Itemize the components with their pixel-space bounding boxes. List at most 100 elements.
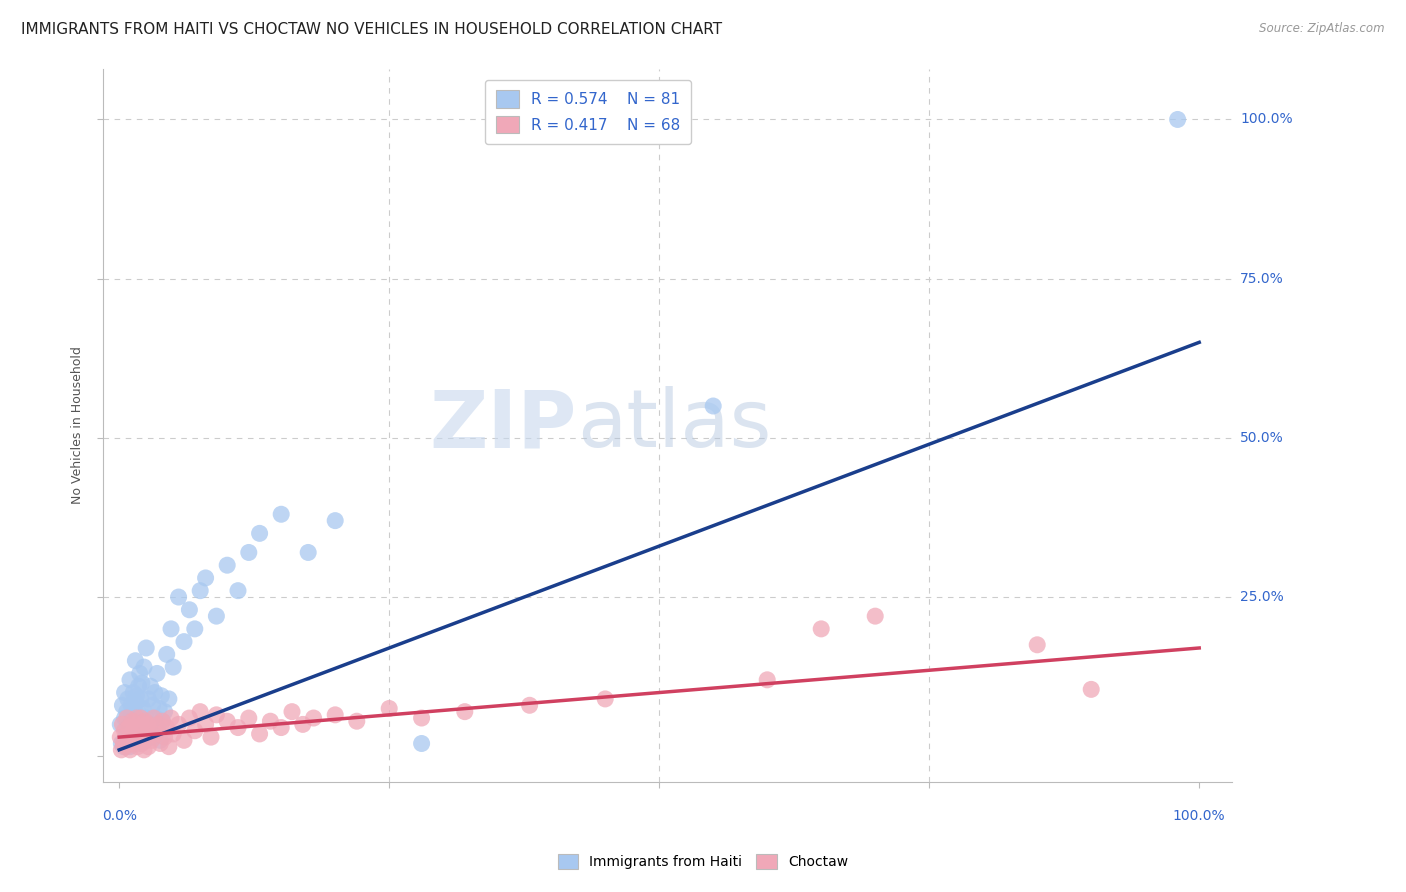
Point xyxy=(129,711,152,725)
Point xyxy=(114,739,136,754)
Point xyxy=(145,711,167,725)
Point xyxy=(132,660,155,674)
Point xyxy=(702,399,724,413)
Point xyxy=(141,717,163,731)
Point xyxy=(160,711,183,725)
Point xyxy=(124,737,146,751)
Point xyxy=(124,654,146,668)
Point xyxy=(157,692,180,706)
Point xyxy=(132,701,155,715)
Point xyxy=(179,711,201,725)
Point xyxy=(138,723,160,738)
Point xyxy=(142,698,165,713)
Point xyxy=(127,739,149,754)
Point xyxy=(132,727,155,741)
Point xyxy=(810,622,832,636)
Point xyxy=(184,723,207,738)
Point xyxy=(281,705,304,719)
Text: 25.0%: 25.0% xyxy=(1240,590,1284,604)
Point xyxy=(128,666,150,681)
Point xyxy=(259,714,281,729)
Point xyxy=(110,743,132,757)
Legend: Immigrants from Haiti, Choctaw: Immigrants from Haiti, Choctaw xyxy=(551,847,855,876)
Point xyxy=(134,733,156,747)
Point xyxy=(120,727,142,741)
Point xyxy=(134,714,156,729)
Point xyxy=(150,714,173,729)
Point xyxy=(122,737,145,751)
Text: ZIP: ZIP xyxy=(430,386,576,464)
Point xyxy=(118,723,141,738)
Point xyxy=(118,743,141,757)
Point xyxy=(593,692,616,706)
Text: atlas: atlas xyxy=(576,386,772,464)
Point xyxy=(217,558,239,573)
Point xyxy=(302,711,325,725)
Point xyxy=(118,673,141,687)
Point xyxy=(110,737,132,751)
Point xyxy=(138,723,160,738)
Point xyxy=(110,717,132,731)
Point xyxy=(121,707,143,722)
Point xyxy=(756,673,779,687)
Point xyxy=(173,733,195,747)
Point xyxy=(124,721,146,735)
Point xyxy=(1167,112,1189,127)
Point xyxy=(121,714,143,729)
Point xyxy=(150,689,173,703)
Point xyxy=(127,705,149,719)
Point xyxy=(454,705,477,719)
Point xyxy=(132,721,155,735)
Point xyxy=(132,743,155,757)
Point xyxy=(188,705,211,719)
Point xyxy=(124,701,146,715)
Point xyxy=(129,737,152,751)
Point xyxy=(226,721,249,735)
Point xyxy=(124,730,146,744)
Text: 75.0%: 75.0% xyxy=(1240,272,1284,285)
Point xyxy=(173,634,195,648)
Point xyxy=(138,692,160,706)
Point xyxy=(226,583,249,598)
Point xyxy=(118,721,141,735)
Point xyxy=(411,737,433,751)
Point xyxy=(146,721,169,735)
Point xyxy=(411,711,433,725)
Point xyxy=(114,730,136,744)
Point xyxy=(132,714,155,729)
Point xyxy=(143,685,166,699)
Point xyxy=(149,737,172,751)
Point xyxy=(270,508,292,522)
Point xyxy=(217,714,239,729)
Point xyxy=(115,711,138,725)
Point xyxy=(139,679,162,693)
Point xyxy=(111,717,134,731)
Point xyxy=(129,692,152,706)
Point xyxy=(167,590,190,604)
Point xyxy=(160,622,183,636)
Point xyxy=(162,660,184,674)
Point xyxy=(128,679,150,693)
Point xyxy=(157,739,180,754)
Point xyxy=(124,695,146,709)
Point xyxy=(146,666,169,681)
Point xyxy=(110,730,132,744)
Point xyxy=(1080,682,1102,697)
Point xyxy=(128,723,150,738)
Point xyxy=(131,676,153,690)
Point xyxy=(156,721,179,735)
Point xyxy=(128,717,150,731)
Point xyxy=(141,733,163,747)
Y-axis label: No Vehicles in Household: No Vehicles in Household xyxy=(72,346,84,504)
Point xyxy=(117,733,139,747)
Point xyxy=(145,727,167,741)
Point xyxy=(114,711,136,725)
Point xyxy=(323,514,346,528)
Point xyxy=(115,705,138,719)
Point xyxy=(378,701,401,715)
Point xyxy=(131,721,153,735)
Point xyxy=(138,739,160,754)
Point xyxy=(114,685,136,699)
Text: Source: ZipAtlas.com: Source: ZipAtlas.com xyxy=(1260,22,1385,36)
Point xyxy=(135,640,157,655)
